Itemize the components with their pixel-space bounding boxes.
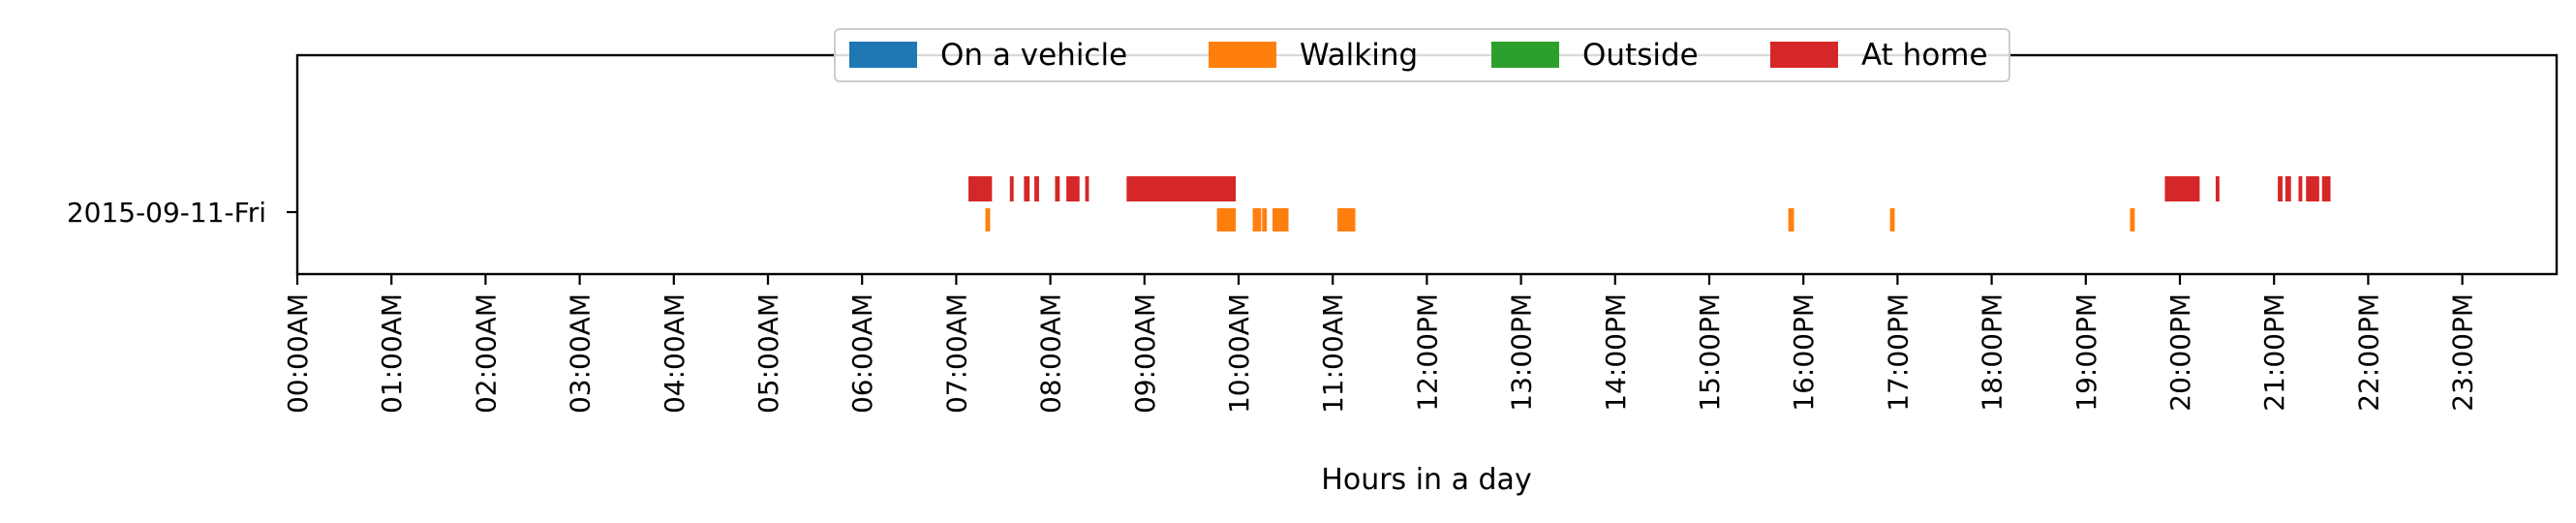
at-home-interval — [2278, 176, 2283, 201]
x-tick-label: 23:00PM — [2447, 293, 2479, 412]
x-tick-label: 11:00AM — [1317, 293, 1349, 414]
walking-interval — [985, 208, 991, 231]
x-tick-label: 22:00PM — [2352, 293, 2384, 412]
walking-interval — [1337, 208, 1356, 231]
walking-interval — [2130, 208, 2135, 231]
x-tick-label: 19:00PM — [2070, 293, 2102, 412]
legend-swatch-outside — [1491, 42, 1559, 68]
legend-box — [834, 28, 2010, 82]
legend: On a vehicle Walking Outside At home — [834, 28, 2010, 82]
legend-swatch-on-a-vehicle — [849, 42, 917, 68]
legend-label-walking: Walking — [1300, 38, 1418, 73]
legend-swatch-walking — [1209, 42, 1276, 68]
x-tick-label: 03:00AM — [565, 293, 597, 414]
y-tick-label: 2015-09-11-Fri — [67, 197, 266, 229]
x-tick-label: 21:00PM — [2258, 293, 2290, 412]
x-tick-label: 01:00AM — [376, 293, 408, 414]
x-tick-label: 00:00AM — [282, 293, 314, 414]
at-home-interval — [2306, 176, 2319, 201]
x-tick-label: 14:00PM — [1600, 293, 1632, 412]
walking-interval — [1272, 208, 1289, 231]
at-home-interval — [1009, 176, 1014, 201]
legend-label-at-home: At home — [1861, 38, 1988, 73]
y-axis: 2015-09-11-Fri — [67, 197, 297, 229]
chart-marks — [968, 176, 2331, 231]
at-home-interval — [1085, 176, 1089, 201]
x-tick-label: 17:00PM — [1882, 293, 1914, 412]
legend-label-on-a-vehicle: On a vehicle — [940, 38, 1127, 73]
at-home-interval — [2215, 176, 2220, 201]
at-home-interval — [2321, 176, 2331, 201]
at-home-interval — [1024, 176, 1030, 201]
x-axis: 00:00AM 01:00AM 02:00AM 03:00AM 04:00AM 05:00… — [282, 274, 2479, 414]
walking-interval — [1216, 208, 1237, 231]
x-tick-label: 02:00AM — [470, 293, 502, 414]
x-tick-label: 10:00AM — [1223, 293, 1255, 414]
legend-swatch-at-home — [1770, 42, 1838, 68]
x-tick-label: 16:00PM — [1788, 293, 1820, 412]
walking-interval — [1889, 208, 1895, 231]
at-home-interval — [2164, 176, 2200, 201]
x-tick-label: 20:00PM — [2164, 293, 2196, 412]
x-tick-label: 05:00AM — [752, 293, 784, 414]
x-tick-label: 04:00AM — [659, 293, 690, 414]
x-tick-label: 18:00PM — [1977, 293, 2009, 412]
x-tick-label: 12:00PM — [1411, 293, 1443, 412]
x-tick-label: 09:00AM — [1129, 293, 1161, 414]
x-axis-title: Hours in a day — [1321, 463, 1531, 497]
walking-interval — [1252, 208, 1262, 231]
walking-interval — [1788, 208, 1794, 231]
at-home-interval — [2285, 176, 2291, 201]
x-tick-label: 08:00AM — [1035, 293, 1067, 414]
x-tick-label: 06:00AM — [846, 293, 878, 414]
at-home-interval — [1034, 176, 1039, 201]
at-home-interval — [1126, 176, 1237, 201]
x-tick-label: 13:00PM — [1506, 293, 1538, 412]
x-tick-label: 07:00AM — [940, 293, 972, 414]
x-tick-label: 15:00PM — [1694, 293, 1726, 412]
plot-frame — [295, 53, 2559, 276]
legend-label-outside: Outside — [1582, 38, 1699, 73]
at-home-interval — [968, 176, 993, 201]
at-home-interval — [2298, 176, 2303, 201]
walking-interval — [1262, 208, 1268, 231]
at-home-interval — [1055, 176, 1060, 201]
at-home-interval — [1066, 176, 1080, 201]
